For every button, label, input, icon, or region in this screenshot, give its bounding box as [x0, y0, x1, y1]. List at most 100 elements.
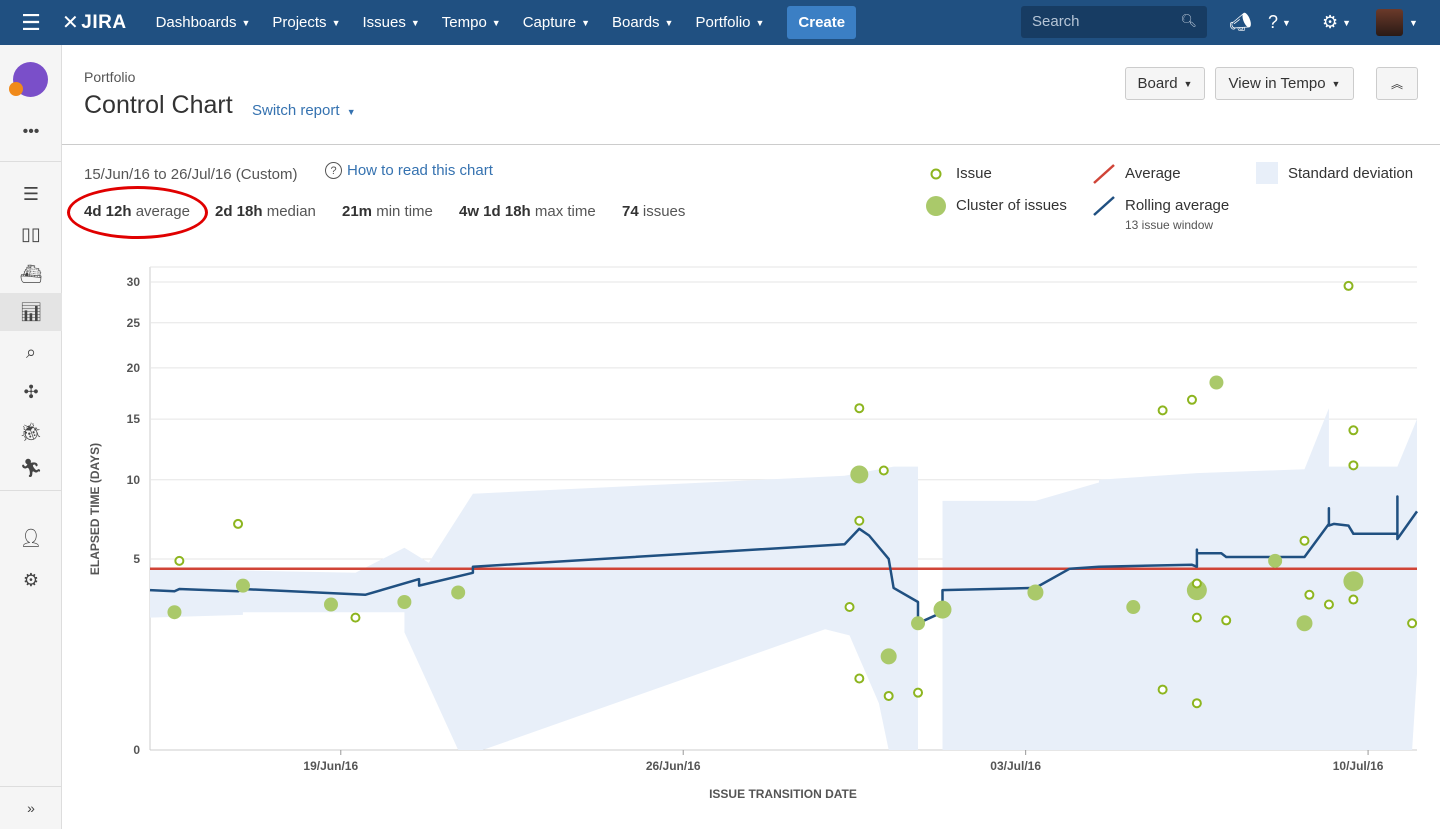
user-avatar[interactable] — [1376, 9, 1403, 36]
board-button[interactable]: Board ▼ — [1125, 67, 1205, 100]
jira-logo-icon: ✕ — [62, 12, 80, 34]
project-avatar[interactable] — [9, 62, 48, 97]
issue-point[interactable] — [854, 515, 865, 526]
issue-point[interactable] — [844, 602, 855, 613]
issue-point[interactable] — [878, 465, 889, 476]
y-tick-label: 10 — [127, 473, 141, 487]
cluster-point[interactable] — [167, 605, 182, 620]
cluster-point[interactable] — [880, 648, 897, 665]
cluster-point[interactable] — [1209, 375, 1224, 390]
cluster-point[interactable] — [933, 600, 952, 619]
issue-point[interactable] — [174, 555, 185, 566]
nav-tempo[interactable]: Tempo ▼ — [431, 0, 512, 45]
issue-point[interactable] — [854, 403, 865, 414]
cluster-point[interactable] — [397, 595, 412, 610]
help-icon[interactable]: ? ▼ — [1268, 12, 1291, 32]
runner-icon[interactable]: 🏃︎ — [19, 457, 43, 478]
reports-icon[interactable]: 📊︎ — [0, 293, 62, 331]
issue-point[interactable] — [1191, 612, 1202, 623]
more-icon[interactable]: ••• — [22, 123, 40, 140]
issue-point[interactable] — [854, 673, 865, 684]
breadcrumb[interactable]: Portfolio — [84, 69, 136, 85]
issue-marker-icon — [930, 168, 942, 180]
caret-icon: ▼ — [241, 17, 251, 28]
cluster-point[interactable] — [1268, 553, 1283, 568]
cluster-point[interactable] — [451, 585, 466, 600]
components-icon[interactable]: ✣ — [23, 381, 39, 402]
cluster-point[interactable] — [1186, 580, 1207, 601]
y-axis-label: ELAPSED TIME (DAYS) — [88, 443, 102, 575]
issue-point[interactable] — [1304, 589, 1315, 600]
cluster-point[interactable] — [1296, 615, 1313, 632]
backlog-icon[interactable]: ☰ — [22, 183, 40, 204]
issue-point[interactable] — [1191, 698, 1202, 709]
issue-point[interactable] — [1348, 594, 1359, 605]
caret-icon: ▼ — [581, 17, 591, 28]
issue-point[interactable] — [1348, 460, 1359, 471]
date-range[interactable]: 15/Jun/16 to 26/Jul/16 (Custom) — [84, 166, 298, 183]
gear-icon[interactable]: ⚙ ▼ — [1322, 12, 1352, 32]
issue-point[interactable] — [1407, 618, 1418, 629]
megaphone-icon[interactable]: 📣︎ — [1229, 12, 1252, 32]
y-tick-label: 15 — [127, 412, 141, 426]
issue-point[interactable] — [1299, 535, 1310, 546]
how-to-read-link[interactable]: ? How to read this chart — [325, 162, 493, 179]
project-sidebar: ••• ☰ ▯▯ ⛴︎ 📊︎ ⌕ ✣ 🐞︎ 🏃︎ 👤︎ ⚙ » — [0, 45, 62, 829]
y-tick-label: 20 — [127, 361, 141, 375]
page-title: Control Chart — [84, 91, 233, 119]
issue-point[interactable] — [233, 518, 244, 529]
issue-point[interactable] — [1186, 394, 1197, 405]
cluster-point[interactable] — [1343, 571, 1364, 592]
cluster-point[interactable] — [1027, 584, 1044, 601]
issue-point[interactable] — [883, 690, 894, 701]
issue-point[interactable] — [913, 687, 924, 698]
caret-icon: ▼ — [1183, 78, 1193, 89]
issue-points[interactable] — [174, 280, 1418, 709]
nav-projects[interactable]: Projects ▼ — [261, 0, 351, 45]
cluster-point[interactable] — [1126, 600, 1141, 615]
min-label: min time — [376, 203, 433, 220]
issue-point[interactable] — [1343, 280, 1354, 291]
search-input[interactable]: Search 🔍︎ — [1021, 6, 1207, 38]
bug-icon[interactable]: 🐞︎ — [19, 421, 43, 442]
cluster-point[interactable] — [235, 578, 250, 593]
issue-point[interactable] — [1221, 615, 1232, 626]
nav-dashboards[interactable]: Dashboards ▼ — [145, 0, 262, 45]
expand-sidebar-icon[interactable]: » — [27, 800, 35, 816]
menu-icon[interactable]: ☰ — [21, 9, 41, 35]
cluster-point[interactable] — [911, 616, 926, 631]
nav-portfolio[interactable]: Portfolio ▼ — [684, 0, 775, 45]
issue-point[interactable] — [350, 612, 361, 623]
issue-point[interactable] — [1157, 684, 1168, 695]
jira-logo[interactable]: ✕ JIRA — [62, 10, 127, 35]
nav-portfolio-label: Portfolio — [695, 14, 751, 31]
y-tick-label: 0 — [133, 743, 140, 757]
issues-search-icon[interactable]: ⌕ — [25, 341, 37, 362]
issue-point[interactable] — [1191, 578, 1202, 589]
issue-point[interactable] — [1348, 425, 1359, 436]
legend-rolling-sub: 13 issue window — [1125, 218, 1214, 232]
cluster-point[interactable] — [324, 597, 338, 612]
issue-point[interactable] — [1157, 405, 1168, 416]
releases-icon[interactable]: ⛴︎ — [19, 263, 43, 284]
count-label: issues — [642, 203, 686, 220]
nav-capture[interactable]: Capture ▼ — [512, 0, 601, 45]
add-people-icon[interactable]: 👤︎ — [19, 527, 43, 548]
switch-report-dropdown[interactable]: Switch report ▼ — [252, 102, 356, 119]
nav-boards[interactable]: Boards ▼ — [601, 0, 684, 45]
nav-issues-label: Issues — [362, 14, 406, 31]
stat-max: 4w 1d 18h max time — [459, 203, 596, 220]
create-button[interactable]: Create — [787, 6, 857, 39]
cluster-points[interactable] — [167, 375, 1364, 665]
settings-icon[interactable]: ⚙ — [22, 569, 40, 590]
nav-issues[interactable]: Issues ▼ — [351, 0, 430, 45]
issue-point[interactable] — [1323, 599, 1334, 610]
chevron-down-icon[interactable]: ▼ — [1409, 17, 1418, 28]
sidebar-divider — [0, 786, 62, 787]
cluster-point[interactable] — [850, 465, 869, 484]
view-in-tempo-button[interactable]: View in Tempo ▼ — [1215, 67, 1354, 100]
board-icon[interactable]: ▯▯ — [21, 223, 41, 244]
collapse-header-button[interactable]: ︽ — [1376, 67, 1418, 100]
x-tick-label: 26/Jun/16 — [646, 759, 701, 773]
